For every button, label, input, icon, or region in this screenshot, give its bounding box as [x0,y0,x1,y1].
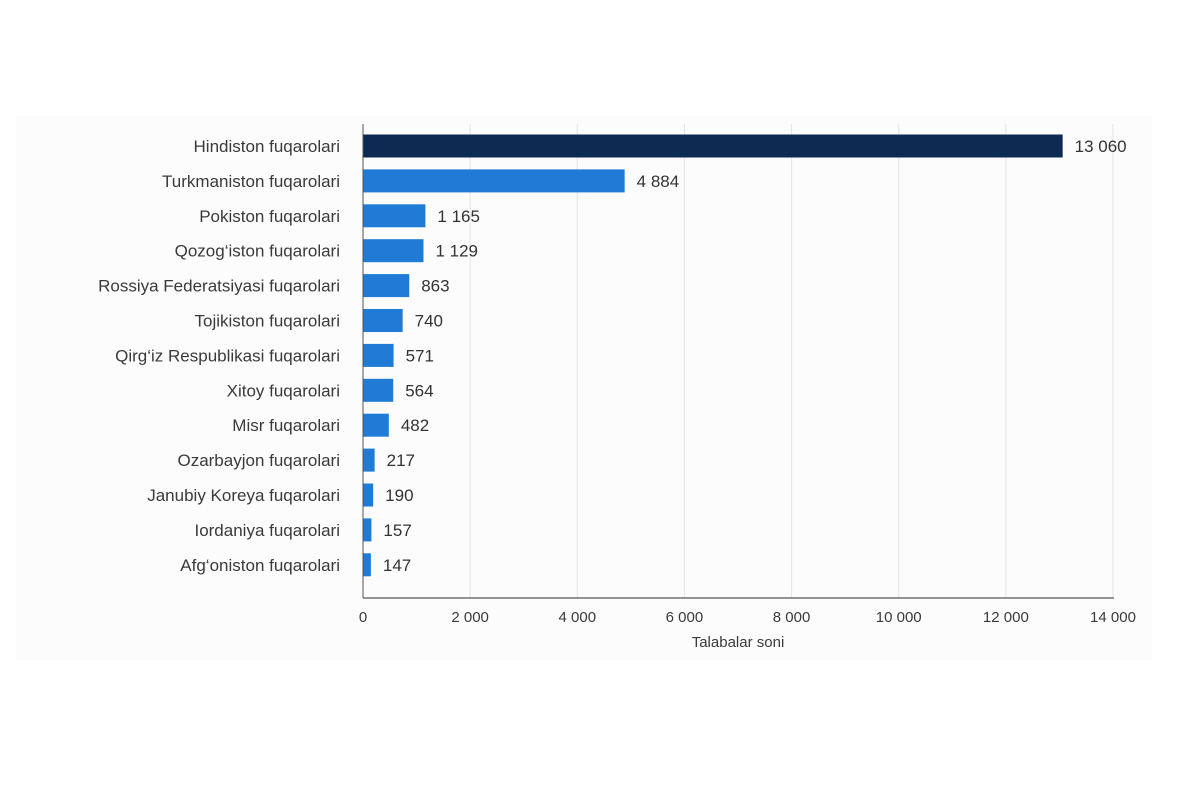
value-label: 1 129 [435,242,478,261]
category-label: Misr fuqarolari [232,416,340,435]
x-tick-label: 4 000 [559,609,597,626]
value-label: 482 [401,416,429,435]
value-label: 13 060 [1075,137,1127,156]
value-label: 1 165 [437,207,480,226]
category-label: Hindiston fuqarolari [194,137,340,156]
bar [363,553,371,577]
bar [363,169,625,193]
category-label: Janubiy Koreya fuqarolari [147,486,340,505]
gridlines [469,124,1114,598]
value-label: 157 [383,521,411,540]
x-tick-label: 14 000 [1090,609,1136,626]
category-label: Iordaniya fuqarolari [194,521,340,540]
value-label: 863 [421,277,449,296]
category-label: Pokiston fuqarolari [199,207,340,226]
bar [363,134,1063,158]
bar [363,413,389,437]
bar [363,239,424,263]
category-label: Turkmaniston fuqarolari [162,172,340,191]
bars [363,134,1063,577]
value-labels: 13 060 4 884 1 165 1 129 863 740 571 564 482 217 1… [383,137,1127,575]
value-label: 564 [405,381,433,400]
bar-chart: Hindiston fuqarolari Turkmaniston fuqarol… [98,124,1136,651]
x-tick-label: 2 000 [451,609,489,626]
value-label: 571 [406,346,434,365]
bar [363,378,394,402]
category-label: Tojikiston fuqarolari [194,312,340,331]
bar [363,204,426,228]
x-tick-label: 8 000 [773,609,811,626]
category-label: Xitoy fuqarolari [227,381,340,400]
bar [363,483,374,507]
x-tick-label: 10 000 [876,609,922,626]
x-tick-label: 6 000 [666,609,704,626]
value-label: 147 [383,556,411,575]
bar [363,343,394,367]
x-axis-title: Talabalar soni [692,634,785,651]
category-label: Rossiya Federatsiyasi fuqarolari [98,277,340,296]
category-label: Ozarbayjon fuqarolari [177,451,340,470]
category-label: Qirg‘iz Respublikasi fuqarolari [115,346,340,365]
bar [363,309,403,332]
category-label: Afg‘oniston fuqarolari [180,556,340,575]
bar [363,274,410,298]
x-axis: 0 2 000 4 000 6 000 8 000 10 000 12 000 14 000 [359,124,1136,626]
bar [363,448,375,472]
bar [363,518,372,542]
category-labels: Hindiston fuqarolari Turkmaniston fuqarol… [98,137,340,575]
category-label: Qozog‘iston fuqarolari [175,242,340,261]
value-label: 740 [415,312,443,331]
x-tick-label: 0 [359,609,367,626]
value-label: 217 [387,451,415,470]
value-label: 4 884 [637,172,680,191]
chart-panel: Hindiston fuqarolari Turkmaniston fuqarol… [16,116,1152,660]
x-tick-label: 12 000 [983,609,1029,626]
value-label: 190 [385,486,413,505]
